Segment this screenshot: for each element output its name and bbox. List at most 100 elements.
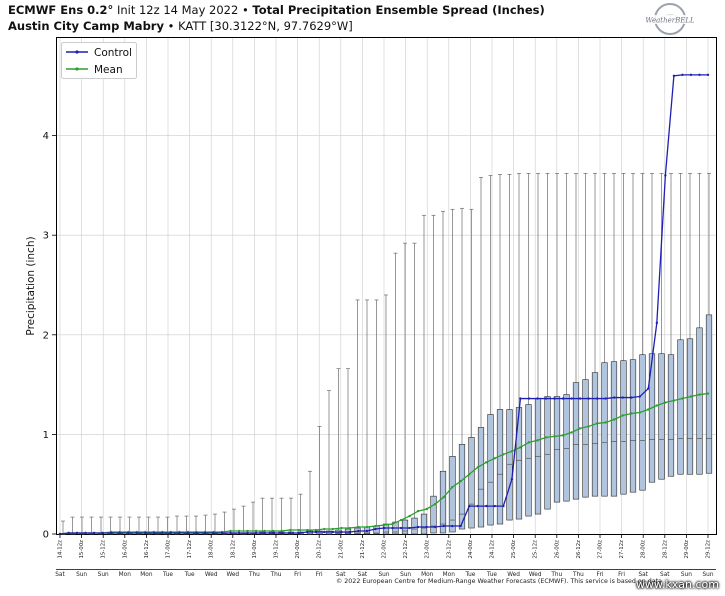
control-point	[314, 530, 317, 534]
mean-point	[246, 529, 249, 533]
x-tick-label: 15-00z	[79, 540, 85, 559]
control-point	[647, 387, 650, 390]
control-point	[638, 395, 641, 398]
x-tick-label: 19-00z	[252, 540, 258, 559]
control-point	[451, 524, 454, 528]
y-tick-label: 0	[43, 530, 49, 541]
control-point	[408, 526, 411, 530]
box-plot	[563, 173, 570, 502]
x-tick-label: 17-00z	[166, 540, 172, 559]
control-point	[476, 504, 479, 508]
mean-point	[664, 401, 667, 404]
box-plot	[487, 175, 494, 526]
chart-subtitle: Austin City Camp Mabry • KATT [30.3122°N…	[8, 19, 353, 33]
x-tick-label: 28-00z	[641, 540, 647, 559]
mean-point	[561, 434, 565, 437]
mean-point	[681, 397, 684, 400]
box-iqr	[487, 414, 494, 526]
box-plot	[553, 173, 561, 503]
x-day-label: Tue	[162, 572, 173, 578]
box-plot	[401, 242, 409, 535]
x-day-label: Sun	[702, 572, 713, 578]
mean-point	[314, 528, 317, 532]
control-point	[365, 529, 369, 533]
control-point	[655, 321, 659, 325]
mean-point	[655, 404, 659, 407]
box-plot	[629, 173, 637, 493]
box-plot	[667, 173, 675, 477]
x-tick-label: 16-00z	[122, 540, 128, 559]
control-point	[374, 527, 377, 531]
box-plot	[525, 173, 532, 517]
box-iqr	[582, 379, 589, 498]
box-iqr	[610, 361, 618, 497]
x-tick-label: 23-12z	[446, 540, 452, 559]
control-point	[67, 531, 70, 535]
x-tick-label: 15-12z	[101, 540, 107, 559]
control-point	[84, 531, 87, 535]
x-tick-label: 17-12z	[187, 540, 193, 559]
box-iqr	[667, 354, 675, 477]
box-plot	[430, 214, 437, 534]
box-iqr	[496, 409, 504, 525]
x-day-label: Thu	[572, 572, 584, 578]
x-day-label: Sun	[76, 572, 87, 578]
mean-point	[485, 461, 488, 464]
control-point	[229, 531, 232, 535]
y-axis-label: Precipitation (inch)	[25, 236, 37, 335]
mean-point	[630, 412, 633, 415]
mean-point	[306, 528, 309, 532]
legend: Control Mean	[61, 42, 137, 79]
x-day-label: Sun	[378, 572, 389, 578]
control-point	[109, 531, 113, 535]
x-tick-label: 22-00z	[382, 540, 388, 559]
mean-point	[468, 473, 471, 476]
x-tick-label: 23-00z	[425, 540, 431, 559]
x-day-label: Sat	[638, 572, 648, 578]
mean-point	[595, 422, 599, 425]
mean-point	[263, 529, 266, 533]
control-point	[92, 531, 96, 535]
control-point	[203, 531, 207, 535]
control-point	[144, 531, 147, 535]
control-point	[101, 531, 104, 535]
control-point	[220, 531, 224, 535]
box-iqr	[439, 470, 447, 534]
box-iqr	[430, 495, 437, 534]
box-iqr	[544, 396, 551, 510]
mean-point	[604, 421, 607, 424]
mean-point	[365, 525, 369, 529]
x-day-label: Sat	[55, 572, 65, 578]
box-iqr	[506, 409, 513, 521]
x-day-label: Wed	[226, 572, 239, 578]
box-plot	[506, 174, 513, 521]
box-iqr	[677, 339, 684, 475]
x-tick-label: 19-12z	[274, 540, 280, 559]
box-plot	[496, 174, 504, 525]
box-plot	[382, 294, 390, 535]
control-point	[485, 504, 488, 508]
box-iqr	[458, 444, 466, 530]
y-tick-label: 2	[43, 330, 49, 341]
box-plot	[677, 173, 684, 475]
mean-point	[433, 502, 437, 506]
mean-point	[289, 528, 292, 532]
x-tick-label: 27-12z	[619, 540, 625, 559]
mean-point	[416, 509, 420, 513]
series-lines	[58, 73, 710, 536]
x-tick-label: 26-00z	[554, 540, 560, 559]
control-point	[323, 530, 326, 534]
control-point	[459, 524, 462, 528]
mean-point	[519, 446, 522, 449]
x-tick-label: 25-00z	[511, 540, 517, 559]
x-tick-label: 18-00z	[209, 540, 215, 559]
box-plot	[620, 173, 627, 495]
control-point	[178, 531, 181, 535]
control-point	[237, 531, 241, 535]
control-point	[698, 73, 701, 77]
y-tick-label: 3	[43, 231, 49, 242]
box-plot	[572, 173, 580, 500]
control-point	[331, 530, 335, 534]
